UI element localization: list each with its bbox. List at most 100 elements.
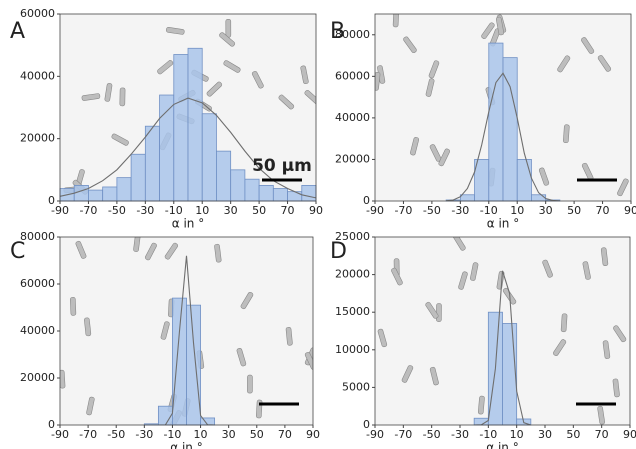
rod: [401, 365, 414, 383]
histogram-bar: [130, 153, 146, 202]
x-axis-label: α in °: [486, 441, 518, 449]
background-rods: [375, 14, 629, 197]
fit-curve: [158, 255, 215, 425]
histogram-bar: [287, 191, 303, 202]
histogram-bar: [116, 177, 132, 202]
x-tick-label: -70: [79, 428, 97, 441]
x-tick-label: -50: [423, 204, 441, 217]
panel: 0 20000 40000 60000 -90 -70 -50 -30 -10 10 30 50 70 9…: [10, 7, 323, 231]
x-tick-label: -10: [165, 204, 183, 217]
x-tick-label: 90: [309, 204, 323, 217]
rod: [458, 271, 468, 290]
y-tick-label: 20000: [20, 371, 55, 384]
panel-label: D: [330, 239, 347, 264]
histogram-bar: [301, 185, 317, 202]
histogram-bar: [459, 194, 475, 202]
rod: [581, 37, 595, 54]
rod: [391, 267, 403, 286]
rod: [119, 87, 126, 107]
x-tick-label: 10: [510, 204, 524, 217]
histogram-bar: [173, 54, 189, 202]
x-tick-label: 70: [596, 204, 610, 217]
x-axis-label: α in °: [487, 217, 519, 231]
x-tick-label: 30: [539, 204, 553, 217]
rod: [164, 242, 179, 260]
x-tick-label: -50: [107, 428, 125, 441]
histogram-bar: [73, 185, 89, 202]
rod: [538, 167, 550, 186]
rod: [285, 326, 293, 346]
rod: [214, 243, 222, 263]
x-tick-label: 70: [278, 428, 292, 441]
rod: [304, 89, 316, 105]
y-tick-label: 60000: [20, 7, 55, 20]
rod: [225, 19, 232, 38]
rod: [477, 395, 485, 415]
rod: [240, 291, 254, 310]
y-tick-label: 25000: [335, 230, 370, 243]
rod: [144, 242, 157, 261]
histogram-bar: [144, 125, 160, 202]
rod: [436, 303, 442, 322]
rod: [597, 405, 605, 425]
rod: [251, 71, 264, 89]
rod: [60, 369, 66, 389]
y-tick-label: 80000: [20, 230, 55, 243]
x-tick-label: 70: [595, 428, 609, 441]
rod: [84, 317, 92, 337]
y-tick-label: 40000: [335, 111, 370, 124]
rod: [452, 237, 466, 251]
fit-curve: [446, 72, 560, 201]
y-tick-label: 80000: [335, 28, 370, 41]
rod: [438, 148, 451, 167]
rod: [86, 396, 95, 416]
x-tick-label: -90: [366, 204, 384, 217]
rod: [247, 374, 253, 394]
rod: [219, 32, 236, 47]
rod: [133, 237, 141, 252]
scale-bar-label: 50 µm: [252, 156, 312, 176]
x-axis-label: α in °: [170, 441, 202, 449]
rod: [425, 78, 435, 97]
x-tick-label: -50: [423, 428, 441, 441]
y-tick-label: 0: [363, 194, 370, 207]
rod: [410, 137, 420, 156]
x-tick-label: -50: [108, 204, 126, 217]
histogram-bar: [102, 186, 118, 202]
rod: [613, 325, 627, 343]
panel: 0 20000 40000 60000 80000 -90 -70 -50 -30 -10 10 30…: [10, 230, 320, 449]
histogram-bar: [502, 57, 518, 202]
rod: [165, 27, 185, 35]
rod: [278, 94, 295, 110]
histogram-bar: [172, 297, 187, 426]
x-tick-label: 70: [281, 204, 295, 217]
x-tick-label: -30: [136, 204, 154, 217]
rod: [557, 55, 571, 73]
y-tick-label: 20000: [335, 268, 370, 281]
fit-curve: [474, 270, 531, 425]
rod: [612, 378, 620, 398]
histogram-bar: [187, 47, 203, 202]
rod: [428, 60, 440, 79]
y-tick-label: 0: [48, 194, 55, 207]
rod: [597, 55, 612, 72]
rod: [425, 301, 439, 319]
histogram-bar: [216, 150, 232, 202]
y-tick-label: 20000: [20, 132, 55, 145]
rod: [600, 247, 609, 267]
histogram-bar: [488, 42, 504, 202]
rod: [236, 348, 247, 367]
histogram-bar: [230, 169, 246, 202]
rod: [542, 259, 553, 278]
histogram-bar: [272, 188, 288, 202]
histogram-bar: [201, 113, 217, 202]
histogram-bar: [88, 189, 104, 202]
x-tick-label: 50: [250, 428, 264, 441]
x-tick-label: 10: [195, 204, 209, 217]
x-tick-label: -10: [480, 204, 498, 217]
y-tick-label: 0: [363, 418, 370, 431]
y-tick-label: 10000: [335, 343, 370, 356]
y-tick-label: 40000: [20, 324, 55, 337]
